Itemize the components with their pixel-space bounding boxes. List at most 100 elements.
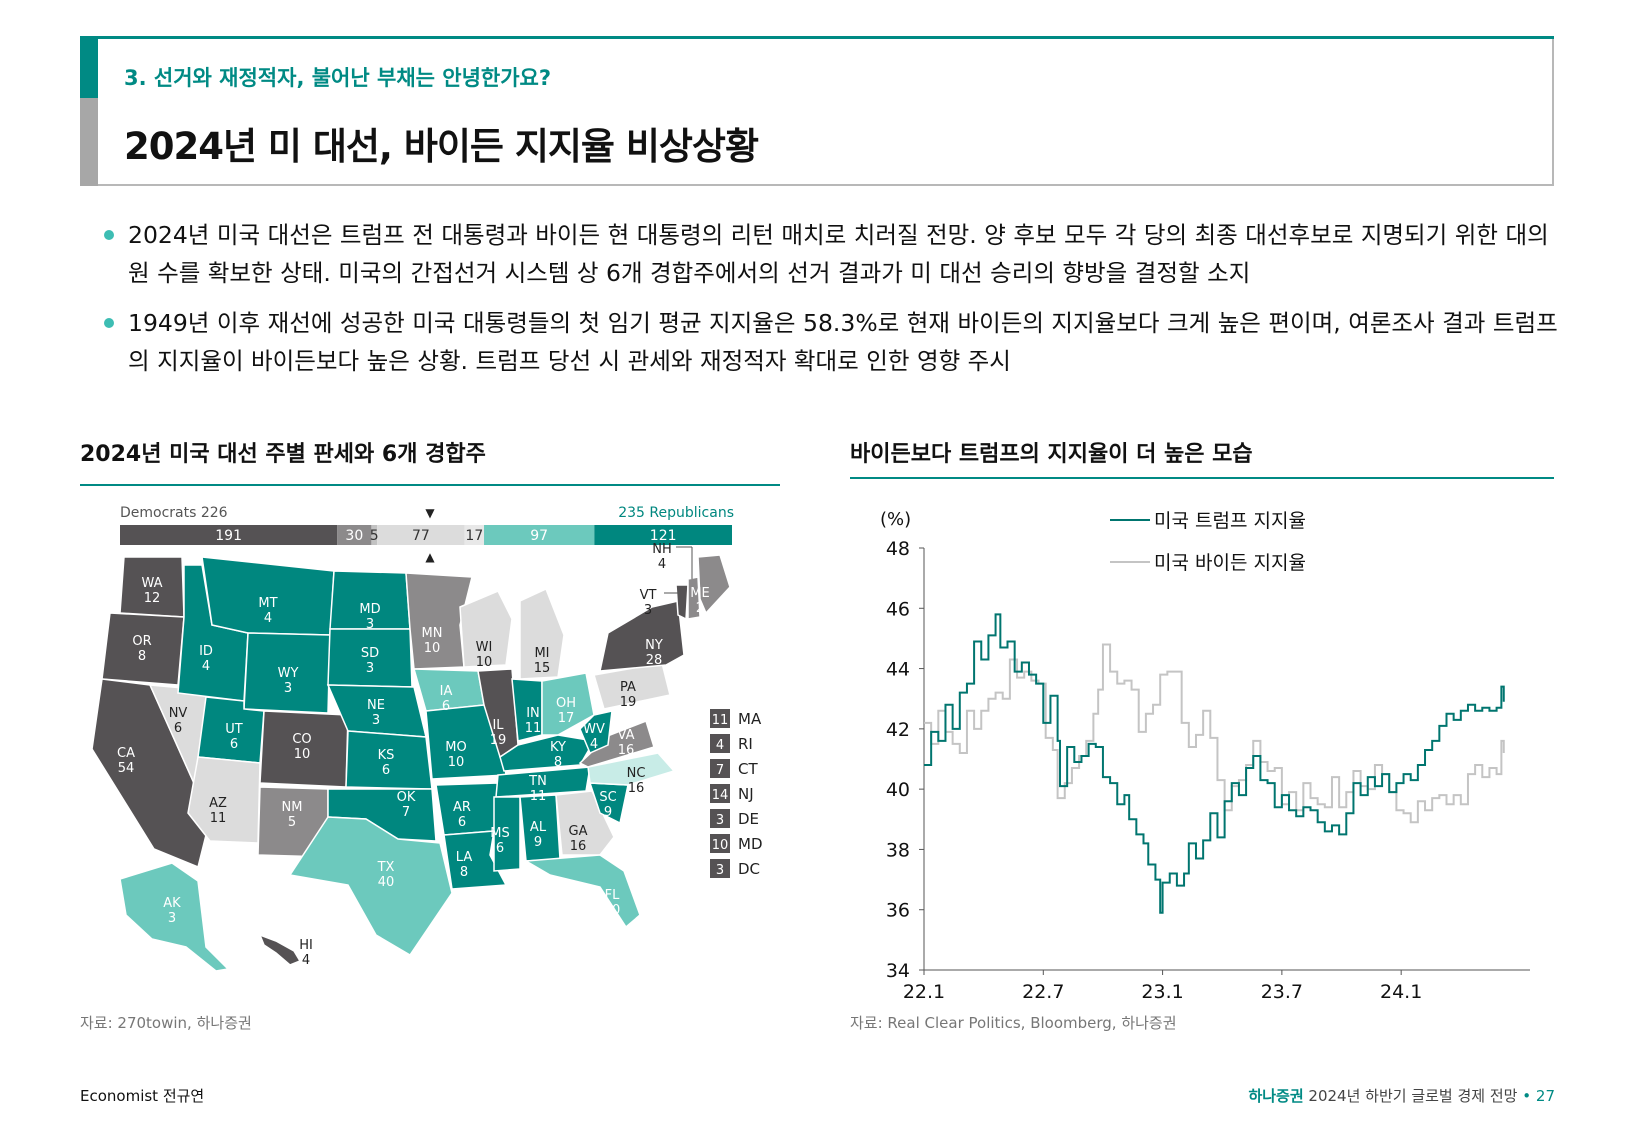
small-state-box <box>710 809 730 828</box>
series-line-biden <box>924 643 1505 824</box>
state-ev-label: 4 <box>658 557 666 572</box>
state-ev-label: 9 <box>534 835 542 850</box>
y-tick-label: 46 <box>886 598 910 620</box>
x-tick-label: 22.1 <box>903 981 945 1003</box>
bullet-text: 1949년 이후 재선에 성공한 미국 대통령들의 첫 임기 평균 지지율은 5… <box>128 309 1558 375</box>
state-ev-label: 6 <box>174 721 182 736</box>
bar-segment-likely-rep <box>484 525 595 545</box>
bar-segment-lean-rep <box>464 525 485 545</box>
state-shapes <box>91 554 731 972</box>
small-state-box <box>710 834 730 853</box>
small-state-box <box>710 859 730 878</box>
state-abbr-label: ID <box>199 644 213 659</box>
state-abbr-label: SC <box>599 790 616 805</box>
state-WI <box>459 590 513 668</box>
state-ev-label: 16 <box>570 839 587 854</box>
y-axis-unit: (%) <box>880 509 911 530</box>
state-abbr-label: CA <box>117 746 135 761</box>
state-ev-label: 19 <box>490 733 507 748</box>
state-abbr-label: VT <box>640 588 657 603</box>
state-MI <box>519 587 565 680</box>
small-state-name: DE <box>738 810 759 828</box>
small-state-ev: 7 <box>716 763 724 778</box>
state-ev-label: 54 <box>118 761 135 776</box>
state-abbr-label: NH <box>652 542 672 557</box>
bullet-dot-icon <box>104 318 114 328</box>
chart-section-title: 바이든보다 트럼프의 지지율이 더 높은 모습 <box>850 442 1253 467</box>
state-ev-label: 11 <box>525 721 542 736</box>
state-abbr-label: AL <box>530 820 547 835</box>
small-state-list: 11 MA 4 RI 7 CT 14 NJ 3 DE 10 MD 3 DC <box>710 709 763 878</box>
state-abbr-label: VA <box>618 728 635 743</box>
state-abbr-label: SD <box>361 646 379 661</box>
state-ev-label: 8 <box>554 755 562 770</box>
small-state-name: MD <box>738 835 763 853</box>
bar-label-likely-dem: 30 <box>345 528 363 544</box>
map-section-title: 2024년 미국 대선 주별 판세와 6개 경합주 <box>80 442 486 467</box>
x-tick-label: 24.1 <box>1380 981 1422 1003</box>
state-FL <box>523 854 641 929</box>
footer-page-info: 하나증권 2024년 하반기 글로벌 경제 전망 • 27 <box>1248 1085 1555 1106</box>
state-TX <box>288 816 453 957</box>
map-section-rule <box>80 484 780 486</box>
state-abbr-label: MS <box>490 826 509 841</box>
state-ev-label: 9 <box>604 805 612 820</box>
y-tick-label: 40 <box>886 779 910 801</box>
y-tick-label: 36 <box>886 900 910 922</box>
section-subtitle: 3. 선거와 재정적자, 불어난 부채는 안녕한가요? <box>124 66 552 90</box>
chart-legend: 미국 트럼프 지지율 미국 바이든 지지율 <box>1110 510 1306 574</box>
state-ev-label: 6 <box>230 737 238 752</box>
x-tick-label: 23.1 <box>1141 981 1183 1003</box>
state-ev-label: 5 <box>288 815 296 830</box>
state-abbr-label: HI <box>299 938 313 953</box>
ev-bar: 191 30 5 77 17 97 121 <box>120 525 732 545</box>
state-ev-label: 15 <box>534 661 551 676</box>
state-ev-label: 17 <box>558 711 575 726</box>
state-abbr-label: AZ <box>209 796 227 811</box>
y-tick-label: 42 <box>886 719 910 741</box>
bar-label-likely-rep: 97 <box>530 528 548 544</box>
bullet-text: 2024년 미국 대선은 트럼프 전 대통령과 바이든 현 대통령의 리턴 매치… <box>128 221 1549 287</box>
small-state-name: NJ <box>738 785 754 803</box>
y-tick-label: 48 <box>886 538 910 560</box>
state-abbr-label: MO <box>445 740 466 755</box>
state-WY <box>243 632 331 714</box>
state-ev-label: 30 <box>604 903 621 918</box>
bullet-list: 2024년 미국 대선은 트럼프 전 대통령과 바이든 현 대통령의 리턴 매치… <box>100 216 1560 392</box>
state-ev-label: 28 <box>646 653 663 668</box>
state-ev-label: 4 <box>202 659 210 674</box>
state-abbr-label: UT <box>225 722 243 737</box>
state-ev-label: 10 <box>424 641 441 656</box>
state-abbr-label: MN <box>422 626 443 641</box>
state-ev-label: 6 <box>382 763 390 778</box>
small-state-name: DC <box>738 860 760 878</box>
electoral-map: Democrats 226 235 Republicans ▼ ▲ 191 30… <box>91 505 763 972</box>
state-abbr-label: NY <box>645 638 663 653</box>
state-abbr-label: AR <box>453 800 471 815</box>
y-tick-label: 38 <box>886 839 910 861</box>
header-accent-teal <box>80 36 98 98</box>
midpoint-marker-bottom-icon: ▲ <box>425 550 435 564</box>
state-abbr-label: GA <box>569 824 588 839</box>
x-ticks: 22.1 22.7 23.1 23.7 24.1 <box>903 970 1422 1003</box>
small-state-ev: 14 <box>712 788 729 803</box>
state-abbr-label: OK <box>397 790 416 805</box>
state-ev-label: 4 <box>590 737 598 752</box>
state-ev-label: 10 <box>448 755 465 770</box>
state-ev-label: 16 <box>628 781 645 796</box>
small-state-ev: 4 <box>716 738 724 753</box>
bar-segment-tossup <box>377 525 465 545</box>
state-abbr-label: IL <box>492 718 504 733</box>
bullet-dot-icon <box>104 230 114 240</box>
state-WV <box>579 710 613 754</box>
state-ev-label: 8 <box>460 865 468 880</box>
state-ev-label: 3 <box>372 713 380 728</box>
series-line-trump <box>924 613 1505 914</box>
state-MS <box>493 796 521 872</box>
state-abbr-label: WV <box>583 722 605 737</box>
small-state-name: MA <box>738 710 762 728</box>
democrats-label: Democrats 226 <box>120 505 228 521</box>
state-ev-label: 4 <box>302 953 310 968</box>
state-abbr-label: LA <box>456 850 473 865</box>
state-AZ <box>187 756 261 844</box>
